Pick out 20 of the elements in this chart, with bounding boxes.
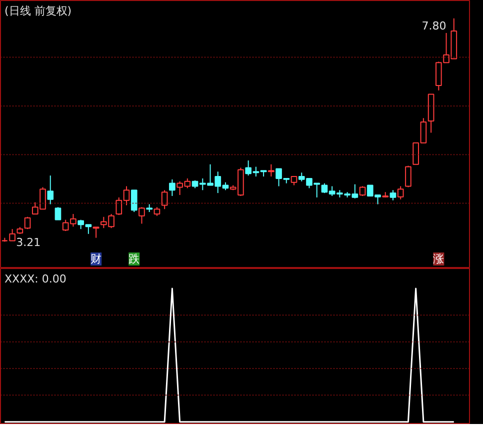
text: 跌 <box>128 252 140 266</box>
text: 涨 <box>433 252 444 266</box>
annotation: 7.80 <box>422 19 446 32</box>
candlestick <box>397 186 404 200</box>
annotation: 3.21 <box>16 236 41 250</box>
candlestick <box>405 165 412 188</box>
candlestick <box>47 175 54 205</box>
candlestick <box>390 190 396 201</box>
candlestick <box>268 164 274 177</box>
chart-title: (日线 前复权) <box>4 4 72 18</box>
candlestick <box>24 216 31 230</box>
candlestick <box>54 206 62 220</box>
text: 财 <box>90 252 102 266</box>
candlestick <box>161 190 168 210</box>
candlestick <box>92 226 100 238</box>
candlestick <box>169 178 176 196</box>
candlestick <box>130 190 138 213</box>
candlestick <box>138 206 145 224</box>
chart-title: XXXX: 0.00 <box>4 272 66 286</box>
candlestick <box>359 186 366 196</box>
